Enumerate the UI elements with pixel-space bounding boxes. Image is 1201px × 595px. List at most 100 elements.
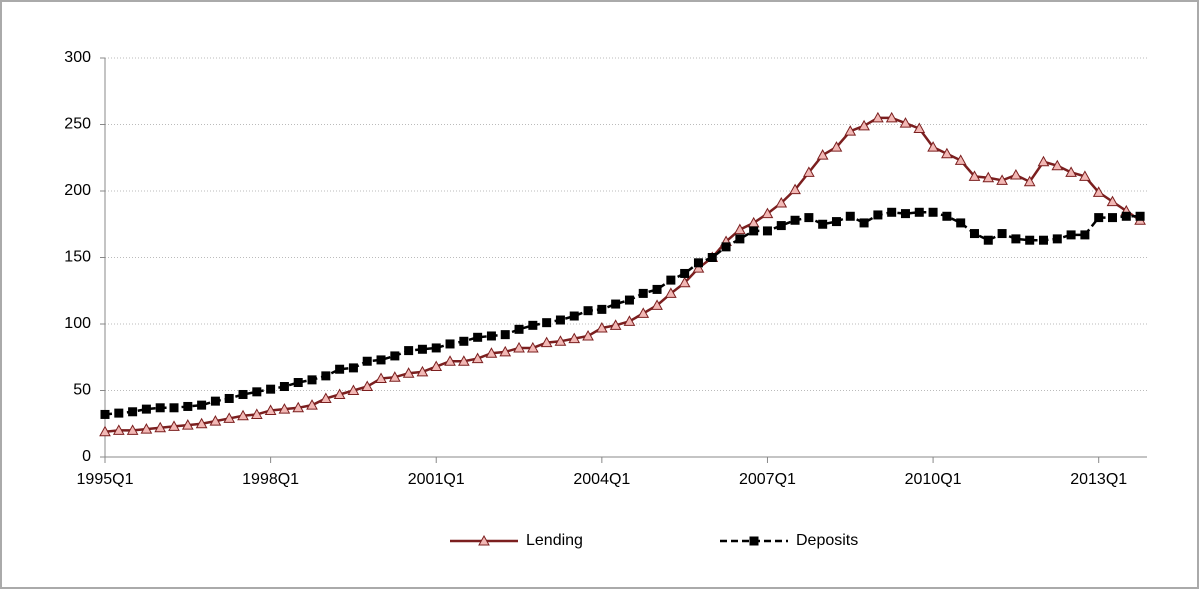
marker <box>1025 235 1035 245</box>
marker <box>914 207 924 217</box>
marker <box>568 332 581 344</box>
marker <box>652 284 662 294</box>
marker <box>666 275 676 285</box>
marker <box>376 355 386 365</box>
marker <box>478 534 490 546</box>
marker <box>996 174 1008 185</box>
marker <box>844 125 857 136</box>
marker <box>941 147 953 159</box>
marker <box>181 419 194 430</box>
marker <box>473 332 483 342</box>
marker <box>335 364 345 374</box>
marker <box>555 315 565 325</box>
marker <box>1037 155 1050 167</box>
marker <box>928 207 938 217</box>
marker <box>252 387 262 397</box>
x-tick-label: 2013Q1 <box>1070 471 1127 488</box>
marker <box>954 154 967 165</box>
y-tick-label: 150 <box>64 249 91 266</box>
marker <box>637 307 650 318</box>
marker <box>885 111 898 123</box>
marker <box>1079 170 1091 181</box>
marker <box>1107 213 1117 223</box>
marker <box>804 213 814 223</box>
marker <box>528 320 538 330</box>
marker <box>803 166 815 177</box>
marker <box>831 217 841 227</box>
marker <box>623 315 636 326</box>
marker <box>638 288 648 298</box>
marker <box>749 536 759 546</box>
marker <box>168 420 180 431</box>
marker <box>514 324 524 334</box>
marker <box>1038 235 1048 245</box>
marker <box>279 382 289 392</box>
marker <box>858 119 870 131</box>
marker <box>818 219 828 229</box>
marker <box>485 347 498 358</box>
y-tick-label: 100 <box>64 315 91 332</box>
marker <box>982 171 995 183</box>
marker <box>471 352 484 364</box>
marker <box>319 392 332 403</box>
x-tick-label: 1995Q1 <box>77 471 134 488</box>
marker <box>1023 175 1036 187</box>
marker <box>375 372 387 384</box>
marker <box>692 262 705 273</box>
marker <box>816 149 829 160</box>
legend-label: Deposits <box>796 532 858 549</box>
marker <box>1010 169 1022 180</box>
marker <box>237 409 249 421</box>
marker <box>734 223 746 235</box>
x-tick-label: 2010Q1 <box>905 471 962 488</box>
x-tick-label: 2001Q1 <box>408 471 465 488</box>
marker <box>112 424 125 435</box>
marker <box>1080 230 1090 240</box>
series-line <box>104 211 1141 416</box>
marker <box>789 183 801 195</box>
marker <box>210 396 220 406</box>
marker <box>128 407 138 417</box>
y-tick-label: 0 <box>82 448 91 465</box>
marker <box>306 399 318 410</box>
legend-label: Lending <box>526 532 583 549</box>
marker <box>651 299 663 310</box>
marker <box>872 111 884 123</box>
marker <box>250 408 263 419</box>
marker <box>693 258 703 268</box>
marker <box>762 226 772 236</box>
marker <box>459 336 469 346</box>
marker <box>444 355 456 366</box>
series-line <box>104 116 1141 433</box>
marker <box>859 218 869 228</box>
marker <box>1051 159 1064 171</box>
marker <box>845 211 855 221</box>
legend: Lending Deposits <box>450 532 858 549</box>
marker <box>624 295 634 305</box>
marker <box>997 229 1007 239</box>
marker <box>1135 211 1145 221</box>
marker <box>1121 211 1131 221</box>
marker <box>1092 186 1105 197</box>
marker <box>404 346 414 356</box>
marker <box>569 311 579 321</box>
marker <box>526 341 539 353</box>
marker <box>141 404 151 414</box>
x-tick-label: 2004Q1 <box>573 471 630 488</box>
marker <box>1011 234 1021 244</box>
marker <box>430 360 443 372</box>
marker <box>238 389 248 399</box>
marker <box>293 378 303 388</box>
marker <box>224 393 234 403</box>
marker <box>1052 234 1062 244</box>
marker <box>927 141 939 152</box>
marker <box>388 371 401 382</box>
marker <box>195 417 208 429</box>
marker <box>347 384 360 395</box>
marker <box>776 221 786 231</box>
marker <box>99 425 111 437</box>
x-tick-label: 2007Q1 <box>739 471 796 488</box>
marker <box>680 268 690 278</box>
y-tick-label: 50 <box>73 382 91 399</box>
